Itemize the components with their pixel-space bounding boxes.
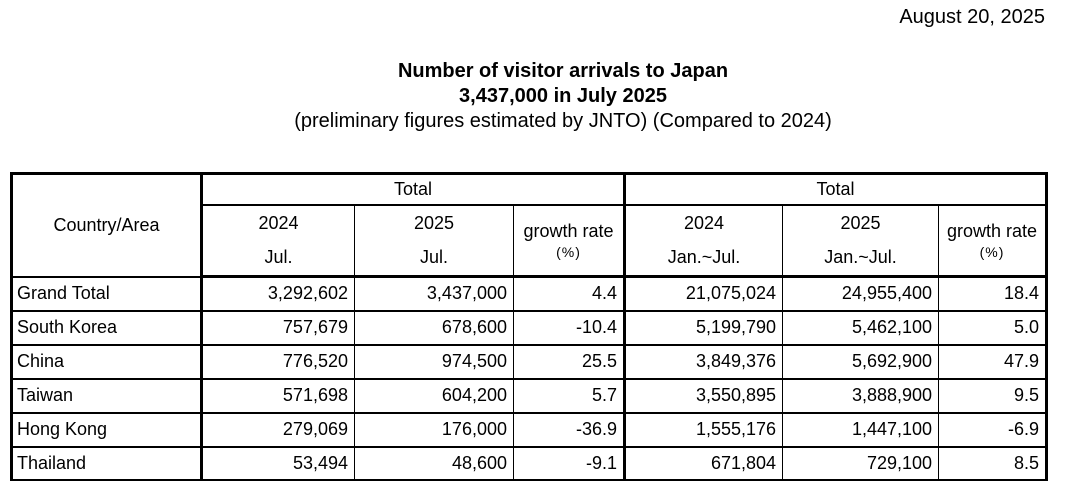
jul-2025-cell: 604,200 bbox=[354, 377, 514, 414]
table-row-china: China 776,520 974,500 25.5 3,849,376 5,6… bbox=[11, 343, 1048, 380]
janjul-2025-cell: 5,692,900 bbox=[782, 343, 940, 380]
jul-2024-cell: 757,679 bbox=[201, 309, 355, 346]
growth-janjul-cell: 47.9 bbox=[938, 343, 1048, 380]
country-cell: Hong Kong bbox=[11, 411, 203, 448]
janjul-2024-cell: 3,550,895 bbox=[623, 377, 784, 414]
janjul-2025-cell: 24,955,400 bbox=[782, 275, 940, 312]
jul-2025-cell: 176,000 bbox=[354, 411, 514, 448]
jul-2024-cell: 3,292,602 bbox=[201, 275, 355, 312]
percent-label: (%) bbox=[556, 243, 581, 260]
growth-jul-cell: 5.7 bbox=[512, 377, 626, 414]
col-header-growth-jul: growth rate (%) bbox=[512, 204, 626, 278]
growth-rate-label: growth rate bbox=[947, 220, 1038, 241]
country-cell: Thailand bbox=[11, 445, 203, 481]
col-header-2025-jul: 2025 Jul. bbox=[354, 204, 514, 278]
title-note: (preliminary figures estimated by JNTO) … bbox=[294, 110, 832, 132]
country-cell: Taiwan bbox=[11, 377, 203, 414]
header-row-columns: 2024 Jul. 2025 Jul. growth rate (%) 2024… bbox=[12, 204, 1048, 278]
growth-janjul-cell: -6.9 bbox=[938, 411, 1048, 448]
year-label: 2024 bbox=[683, 212, 725, 233]
table-row-taiwan: Taiwan 571,698 604,200 5.7 3,550,895 3,8… bbox=[11, 377, 1048, 414]
total-group-monthly-header: Total bbox=[200, 173, 626, 206]
growth-jul-cell: -36.9 bbox=[512, 411, 626, 448]
table-row-grand-total: Grand Total 3,292,602 3,437,000 4.4 21,0… bbox=[11, 275, 1048, 312]
growth-jul-cell: -10.4 bbox=[512, 309, 626, 346]
period-label: Jan.~Jul. bbox=[667, 246, 741, 267]
year-label: 2025 bbox=[840, 212, 881, 233]
total-group-cumulative-header: Total bbox=[623, 173, 1048, 206]
year-label: 2024 bbox=[258, 212, 299, 233]
growth-jul-cell: 4.4 bbox=[512, 275, 626, 312]
release-date: August 20, 2025 bbox=[899, 6, 1045, 28]
janjul-2024-cell: 3,849,376 bbox=[623, 343, 784, 380]
period-label: Jul. bbox=[419, 246, 448, 267]
janjul-2024-cell: 21,075,024 bbox=[623, 275, 784, 312]
growth-janjul-cell: 8.5 bbox=[938, 445, 1048, 481]
jul-2024-cell: 776,520 bbox=[201, 343, 355, 380]
col-header-2024-jul: 2024 Jul. bbox=[201, 204, 355, 278]
janjul-2024-cell: 671,804 bbox=[623, 445, 784, 481]
jul-2024-cell: 571,698 bbox=[201, 377, 355, 414]
jul-2025-cell: 678,600 bbox=[354, 309, 514, 346]
janjul-2024-cell: 1,555,176 bbox=[623, 411, 784, 448]
growth-jul-cell: 25.5 bbox=[512, 343, 626, 380]
janjul-2024-cell: 5,199,790 bbox=[623, 309, 784, 346]
jul-2024-cell: 53,494 bbox=[201, 445, 355, 481]
janjul-2025-cell: 729,100 bbox=[782, 445, 940, 481]
growth-jul-cell: -9.1 bbox=[512, 445, 626, 481]
table-row-thailand: Thailand 53,494 48,600 -9.1 671,804 729,… bbox=[11, 445, 1048, 481]
jul-2025-cell: 974,500 bbox=[354, 343, 514, 380]
year-label: 2025 bbox=[413, 212, 455, 233]
jul-2025-cell: 48,600 bbox=[354, 445, 514, 481]
period-label: Jan.~Jul. bbox=[824, 246, 897, 267]
growth-janjul-cell: 9.5 bbox=[938, 377, 1048, 414]
col-header-2024-janjul: 2024 Jan.~Jul. bbox=[623, 204, 784, 278]
janjul-2025-cell: 5,462,100 bbox=[782, 309, 940, 346]
growth-janjul-cell: 5.0 bbox=[938, 309, 1048, 346]
period-label: Jul. bbox=[264, 246, 293, 267]
growth-janjul-cell: 18.4 bbox=[938, 275, 1048, 312]
page-subtitle: 3,437,000 in July 2025 bbox=[459, 85, 667, 107]
table-row-south-korea: South Korea 757,679 678,600 -10.4 5,199,… bbox=[11, 309, 1048, 346]
page-title: Number of visitor arrivals to Japan bbox=[397, 60, 729, 82]
header-row-groups: Country/Area Total Total bbox=[11, 173, 1048, 277]
growth-rate-label: growth rate bbox=[523, 220, 614, 241]
visitor-arrivals-table: Country/Area Total Total 2024 Jul. 2025 … bbox=[10, 172, 1049, 481]
jul-2025-cell: 3,437,000 bbox=[354, 275, 514, 312]
jul-2024-cell: 279,069 bbox=[201, 411, 355, 448]
col-header-growth-janjul: growth rate (%) bbox=[938, 204, 1048, 278]
janjul-2025-cell: 1,447,100 bbox=[782, 411, 940, 448]
table-row-hong-kong: Hong Kong 279,069 176,000 -36.9 1,555,17… bbox=[11, 411, 1048, 448]
country-cell: South Korea bbox=[11, 309, 203, 346]
col-header-2025-janjul: 2025 Jan.~Jul. bbox=[782, 204, 940, 278]
country-area-header: Country/Area bbox=[11, 173, 203, 277]
janjul-2025-cell: 3,888,900 bbox=[782, 377, 940, 414]
country-cell: Grand Total bbox=[11, 275, 203, 312]
country-cell: China bbox=[11, 343, 203, 380]
title-block: Number of visitor arrivals to Japan 3,43… bbox=[58, 59, 1068, 134]
percent-label: (%) bbox=[979, 243, 1005, 260]
